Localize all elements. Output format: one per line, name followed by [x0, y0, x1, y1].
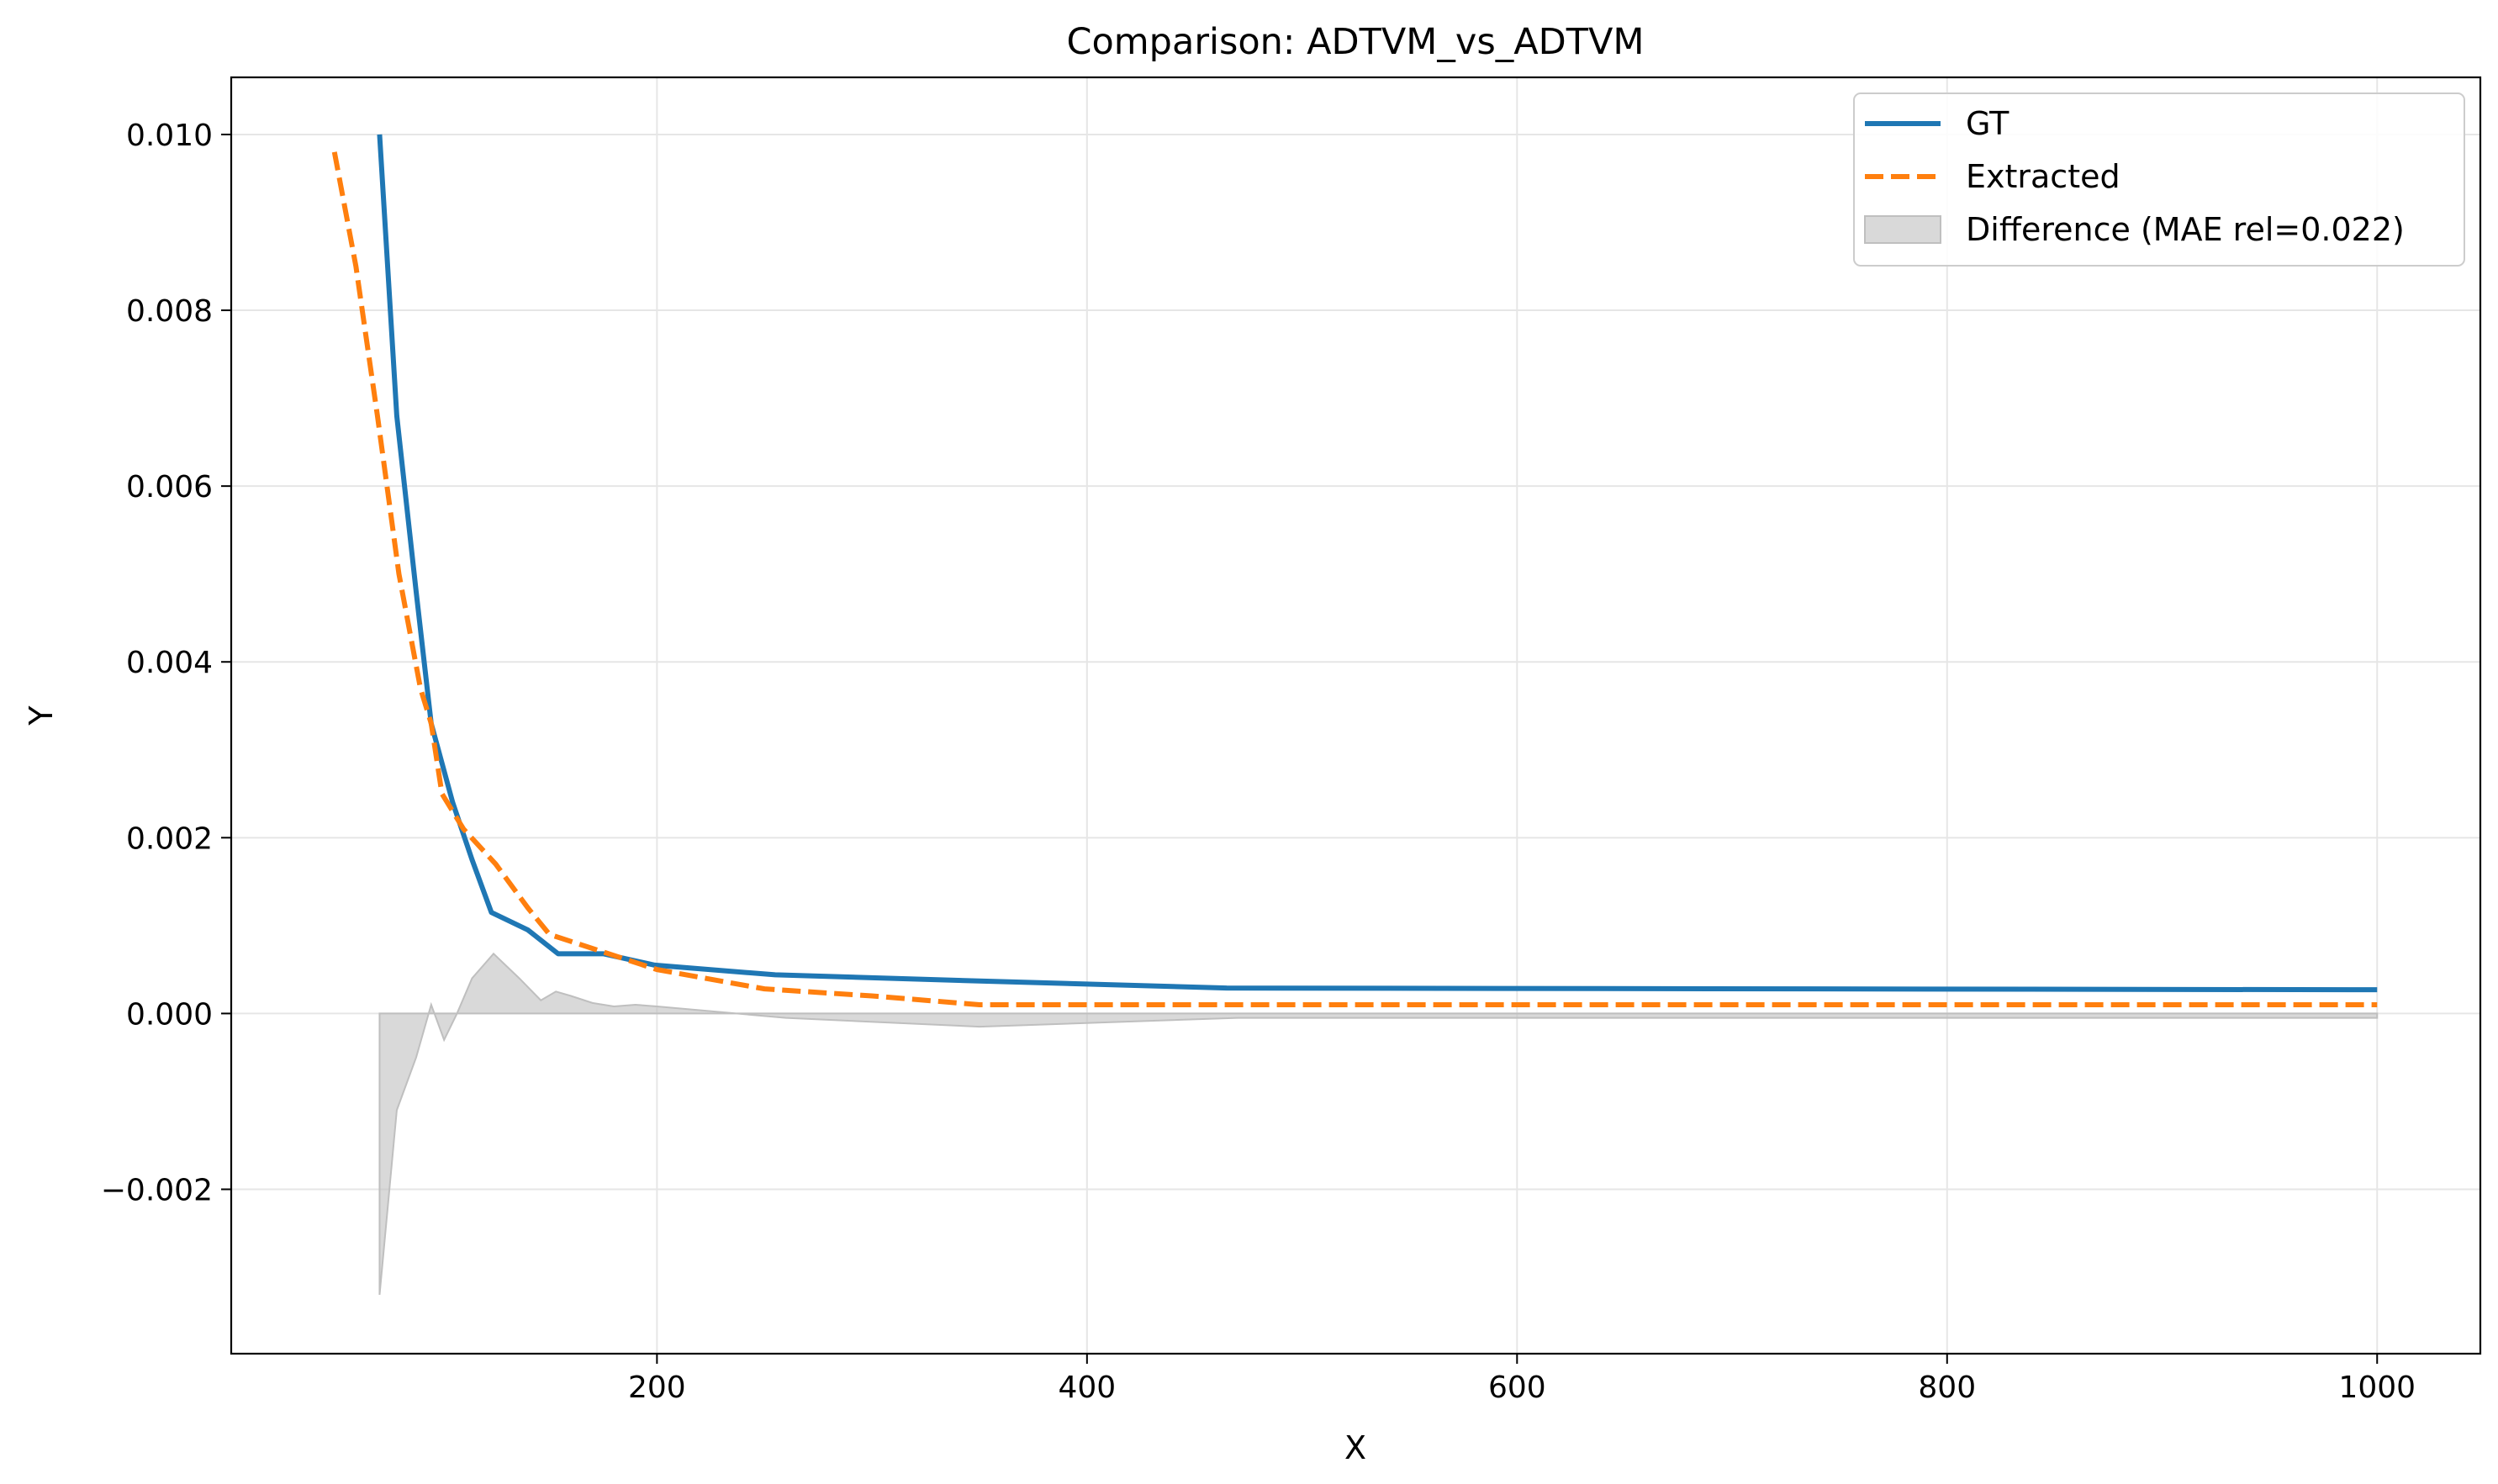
difference-area-layer: [378, 952, 2379, 1296]
legend-label-difference: Difference (MAE rel=0.022): [1966, 211, 2405, 248]
legend-label-extracted: Extracted: [1966, 158, 2120, 195]
y-tick-label: −0.002: [101, 1174, 213, 1208]
x-tick-label: 800: [1918, 1370, 1976, 1405]
gt-line: [377, 134, 2378, 993]
y-tick-label: 0.006: [126, 470, 213, 504]
x-tick-label: 600: [1488, 1370, 1546, 1405]
legend-box: [1853, 92, 2465, 267]
series-lines: [331, 134, 2378, 1007]
y-axis-ticks: −0.002 0.000 0.002 0.004 0.006 0.008 0.010: [101, 119, 231, 1208]
x-tick-label: 1000: [2338, 1370, 2416, 1405]
x-axis-title: X: [1344, 1429, 1366, 1466]
y-axis-title: Y: [23, 705, 60, 726]
chart-title: Comparison: ADTVM_vs_ADTVM: [1066, 21, 1644, 63]
x-axis-ticks: 200 400 600 800 1000: [628, 1354, 2416, 1405]
difference-area: [378, 952, 2379, 1296]
y-tick-label: 0.004: [126, 646, 213, 680]
extracted-line: [331, 151, 2378, 1007]
legend-label-gt: GT: [1966, 105, 2009, 142]
y-tick-label: 0.008: [126, 294, 213, 329]
y-tick-label: 0.010: [126, 119, 213, 153]
plot-frame: [230, 76, 2482, 1355]
legend: GT Extracted Difference (MAE rel=0.022): [1853, 92, 2465, 267]
y-tick-label: 0.000: [126, 997, 213, 1032]
x-tick-label: 400: [1058, 1370, 1116, 1405]
legend-swatch-difference: [1864, 215, 1941, 244]
x-tick-label: 200: [628, 1370, 686, 1405]
y-tick-label: 0.002: [126, 821, 213, 856]
